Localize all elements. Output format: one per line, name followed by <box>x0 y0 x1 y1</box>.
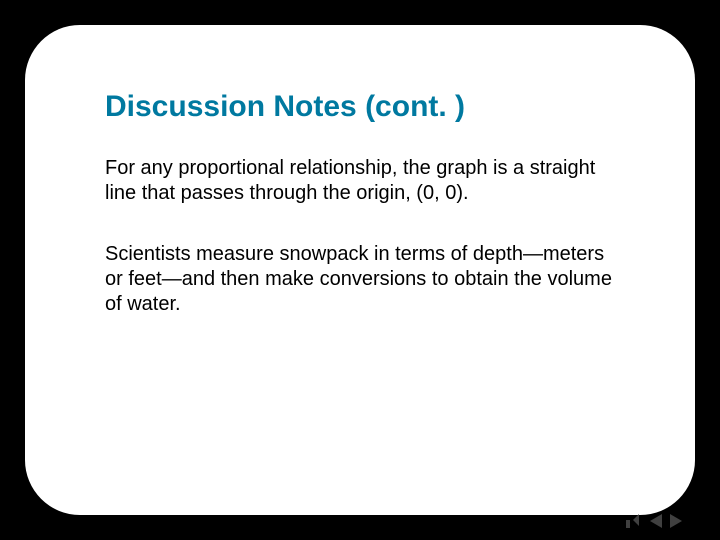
home-icon <box>626 514 642 528</box>
prev-button[interactable] <box>650 514 662 528</box>
next-button[interactable] <box>670 514 682 528</box>
home-button[interactable] <box>626 514 642 528</box>
nav-controls <box>626 514 682 528</box>
slide-paragraph-1: For any proportional relationship, the g… <box>105 156 615 206</box>
next-icon <box>670 514 682 528</box>
prev-icon <box>650 514 662 528</box>
slide-title: Discussion Notes (cont. ) <box>105 90 615 124</box>
slide-container: Discussion Notes (cont. ) For any propor… <box>25 25 695 515</box>
slide-paragraph-2: Scientists measure snowpack in terms of … <box>105 242 615 317</box>
